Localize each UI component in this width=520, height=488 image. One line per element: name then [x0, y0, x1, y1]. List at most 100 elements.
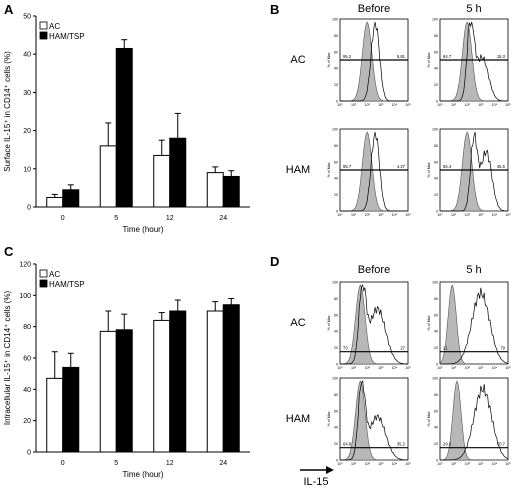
- y-tick-label: 0: [27, 450, 31, 457]
- percent-positive: 15.3: [497, 54, 506, 59]
- x-tick-label: 10⁵: [505, 103, 511, 107]
- y-tick-label: 80: [434, 393, 438, 397]
- y-tick-label: 20: [434, 346, 438, 350]
- x-tick-label: 10³: [478, 103, 484, 107]
- isotype-histogram: [440, 131, 508, 212]
- y-axis-title: % of Max: [427, 411, 431, 426]
- y-tick-label: 40: [334, 426, 338, 430]
- y-tick-label: 80: [334, 393, 338, 397]
- x-tick-label: 10³: [378, 103, 384, 107]
- y-tick-label: 0: [436, 459, 438, 463]
- y-tick-label: 0: [27, 205, 31, 212]
- x-tick-label: 10²: [365, 103, 371, 107]
- x-tick-label: 10⁵: [505, 366, 511, 370]
- column-header: 5 h: [466, 264, 481, 276]
- x-tick-label: 10⁴: [392, 366, 398, 370]
- x-tick-label: 10⁰: [337, 213, 343, 217]
- x-tick-label: 10²: [365, 462, 371, 466]
- y-tick-label: 100: [432, 281, 438, 285]
- il15-histogram: [340, 379, 409, 461]
- legend-swatch: [39, 21, 48, 30]
- percent-positive: 35.2: [397, 442, 406, 447]
- x-tick-label: 10⁵: [405, 366, 411, 370]
- x-tick-label: 10²: [465, 366, 471, 370]
- percent-positive: 27: [400, 346, 405, 351]
- x-tick-label: 10²: [365, 366, 371, 370]
- x-tick-label: 10⁵: [405, 103, 411, 107]
- percent-negative: 55.4: [443, 164, 452, 169]
- y-tick-label: 100: [432, 18, 438, 22]
- x-tick-label: 24: [219, 460, 227, 467]
- il15-histogram: [340, 21, 408, 102]
- x-tick-label: 10⁴: [392, 462, 398, 466]
- x-tick-label: 10⁴: [492, 103, 498, 107]
- y-tick-label: 60: [334, 160, 338, 164]
- x-tick-label: 10²: [465, 213, 471, 217]
- x-tick-label: 10³: [378, 366, 384, 370]
- y-tick-label: 60: [434, 160, 438, 164]
- x-tick-label: 10³: [478, 213, 484, 217]
- legend-label: AC: [49, 270, 60, 279]
- y-tick-label: 60: [334, 50, 338, 54]
- legend-label: HAM/TSP: [49, 32, 85, 41]
- y-tick-label: 100: [332, 128, 338, 132]
- percent-positive: 79: [500, 346, 505, 351]
- x-tick-label: 10⁴: [392, 103, 398, 107]
- y-tick-label: 40: [434, 67, 438, 71]
- row-label: HAM: [286, 413, 310, 425]
- y-tick-label: 40: [334, 177, 338, 181]
- y-tick-label: 120: [19, 262, 31, 269]
- x-tick-label: 10⁰: [437, 366, 443, 370]
- y-tick-label: 60: [334, 313, 338, 317]
- y-tick-label: 20: [334, 193, 338, 197]
- x-tick-label: 10⁰: [337, 103, 343, 107]
- y-tick-label: 100: [332, 281, 338, 285]
- column-header: Before: [358, 264, 390, 276]
- legend-swatch: [39, 31, 48, 40]
- legend-swatch: [39, 269, 48, 278]
- y-tick-label: 20: [23, 418, 31, 425]
- isotype-histogram: [440, 21, 508, 102]
- y-tick-label: 40: [334, 67, 338, 71]
- row-label: HAM: [286, 164, 310, 176]
- x-tick-label: 24: [219, 215, 227, 222]
- il15-histogram: [340, 284, 409, 365]
- x-tick-label: 10⁰: [337, 462, 343, 466]
- y-tick-label: 0: [336, 363, 338, 367]
- y-tick-label: 30: [23, 90, 31, 97]
- y-tick-label: 40: [434, 177, 438, 181]
- y-tick-label: 0: [436, 363, 438, 367]
- y-axis-title: % of Max: [327, 315, 331, 330]
- y-tick-label: 40: [434, 330, 438, 334]
- x-tick-label: 10⁰: [437, 462, 443, 466]
- x-tick-label: 12: [166, 215, 174, 222]
- y-axis-title: % of Max: [327, 52, 331, 67]
- x-tick-label: 10³: [478, 366, 484, 370]
- isotype-histogram: [439, 284, 508, 365]
- y-axis-label: Intracellular IL-15⁺ in CD14⁺ cells (%): [3, 291, 12, 426]
- il15-histogram: [440, 287, 509, 365]
- y-tick-label: 0: [336, 100, 338, 104]
- y-tick-label: 60: [434, 50, 438, 54]
- y-tick-label: 80: [334, 34, 338, 38]
- percent-positive: 45.5: [497, 164, 506, 169]
- x-tick-label: 10¹: [351, 462, 357, 466]
- x-tick-label: 10²: [465, 462, 471, 466]
- y-tick-label: 100: [19, 293, 31, 300]
- y-tick-label: 60: [434, 313, 438, 317]
- y-tick-label: 20: [23, 128, 31, 135]
- y-tick-label: 20: [434, 193, 438, 197]
- legend-swatch: [39, 279, 48, 288]
- y-axis-title: % of Max: [327, 162, 331, 177]
- percent-positive: 4.27: [397, 164, 406, 169]
- x-tick-label: 10⁰: [337, 366, 343, 370]
- y-tick-label: 80: [434, 144, 438, 148]
- y-tick-label: 100: [432, 128, 438, 132]
- il15-histogram: [440, 131, 508, 212]
- y-axis-title: % of Max: [327, 411, 331, 426]
- y-tick-label: 40: [23, 52, 31, 59]
- y-tick-label: 0: [436, 100, 438, 104]
